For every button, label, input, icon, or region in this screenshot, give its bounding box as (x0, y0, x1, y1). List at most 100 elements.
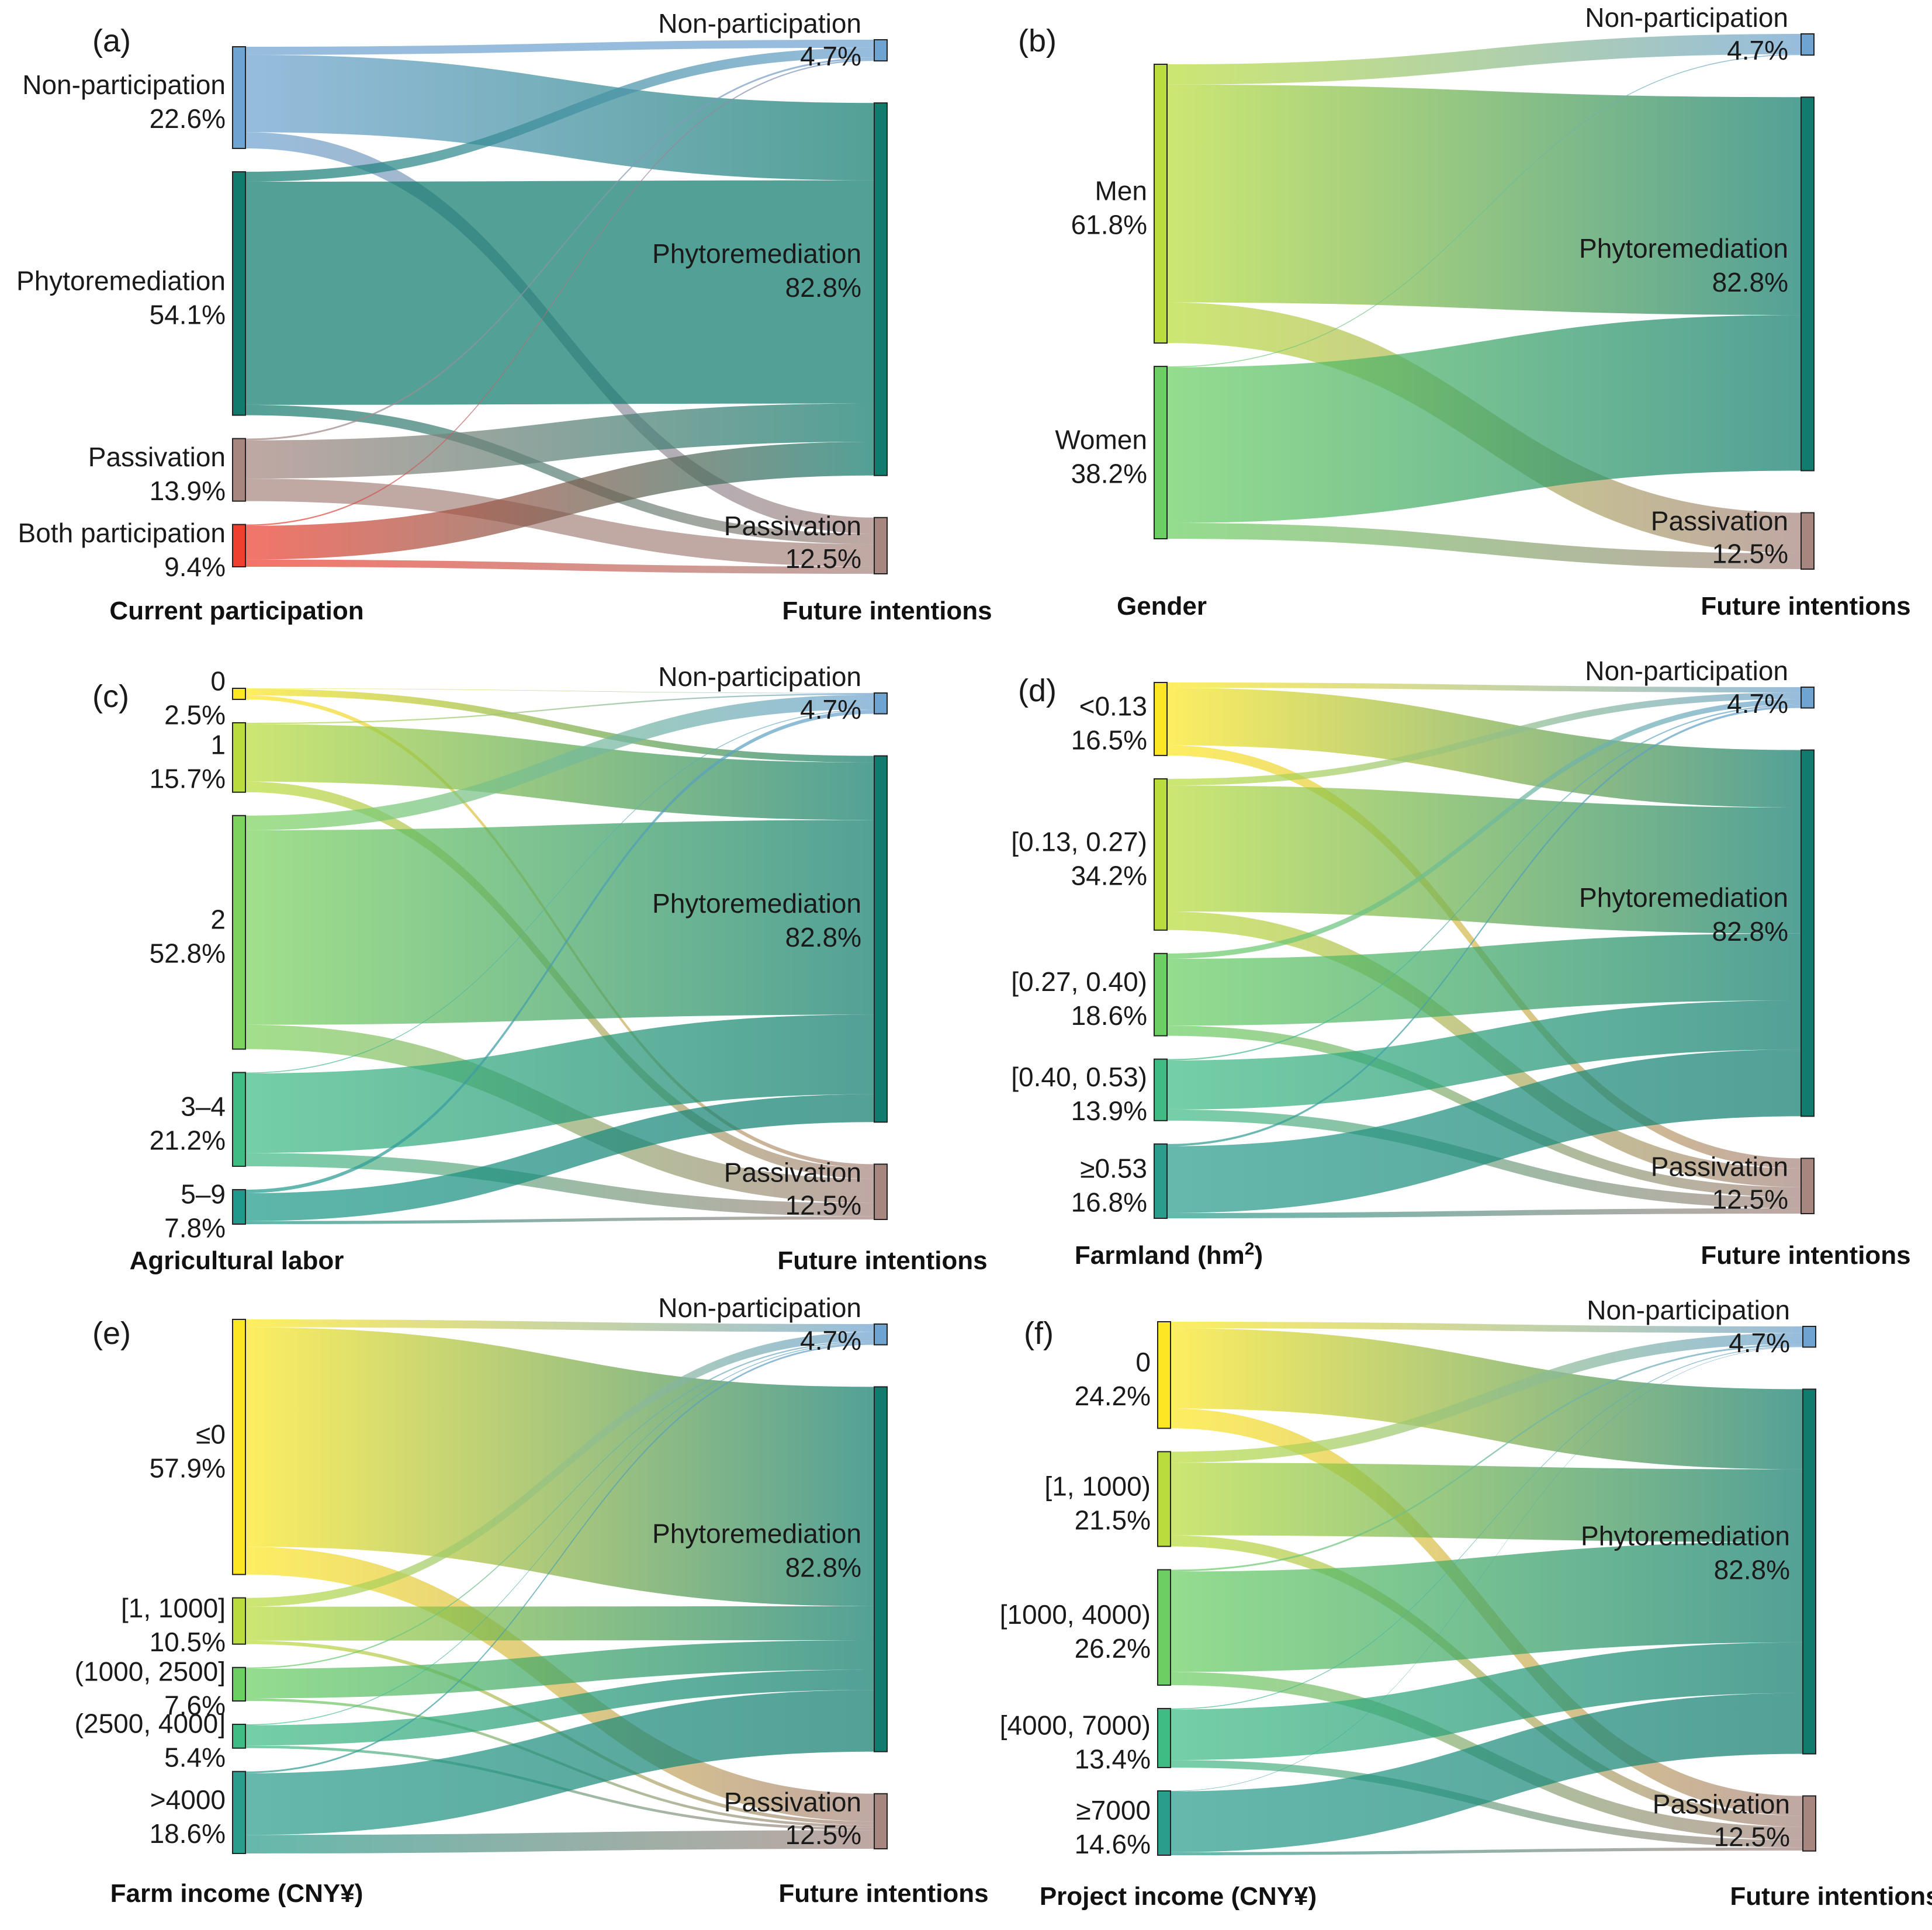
source-node-name: [1, 1000] (121, 1593, 226, 1623)
source-axis-title: Agricultural labor (130, 1246, 344, 1275)
source-node-bar (232, 1319, 246, 1575)
flow-3-to-0 (1167, 704, 1801, 1061)
source-node-pct: 22.6% (150, 103, 226, 134)
source-node-name: <0.13 (1079, 691, 1147, 721)
target-node-name: Non-participation (658, 1293, 861, 1323)
flow-4-to-0 (1171, 1346, 1803, 1792)
source-node-pct: 52.8% (150, 938, 226, 969)
target-node-pct: 12.5% (785, 543, 861, 574)
source-node-name: 5–9 (181, 1179, 226, 1209)
source-axis-title: Project income (CNY¥) (1040, 1882, 1317, 1911)
target-node-bar (1802, 1388, 1816, 1755)
target-node-pct: 12.5% (785, 1820, 861, 1850)
target-node-bar (874, 1386, 888, 1752)
source-node-pct: 7.6% (164, 1690, 226, 1720)
target-node-name: Phytoremediation (652, 888, 861, 919)
source-node-pct: 21.2% (150, 1125, 226, 1156)
panel-letter: (c) (92, 679, 129, 714)
source-node-pct: 2.5% (164, 699, 226, 730)
source-axis-title: Farm income (CNY¥) (110, 1879, 363, 1908)
source-node-bar (1157, 1451, 1171, 1547)
source-node-name: Passivation (88, 442, 226, 472)
panel-letter: (d) (1018, 673, 1057, 708)
target-node-pct: 12.5% (1712, 539, 1788, 569)
target-node-pct: 82.8% (785, 922, 861, 952)
target-node-bar (874, 755, 888, 1123)
source-axis-title: Farmland (hm2) (1075, 1239, 1263, 1270)
flow-4-to-0 (245, 1343, 874, 1773)
target-node-name: Passivation (1651, 1151, 1788, 1181)
source-node-bar (232, 1072, 246, 1167)
source-node-bar (1157, 1569, 1171, 1686)
source-node-name: 1 (210, 729, 226, 760)
target-node-pct: 82.8% (1712, 267, 1788, 297)
source-node-pct: 21.5% (1075, 1505, 1151, 1535)
target-node-name: Phytoremediation (652, 1519, 861, 1549)
target-axis-title: Future intentions (782, 597, 992, 625)
flow-0-to-0 (1171, 1322, 1803, 1333)
source-node-pct: 7.8% (164, 1212, 226, 1243)
flow-2-to-0 (245, 1340, 874, 1669)
source-node-name: [1, 1000) (1044, 1471, 1151, 1501)
target-node-name: Passivation (724, 1157, 861, 1187)
source-node-bar (1154, 64, 1168, 344)
flow-0-to-2 (245, 1547, 874, 1822)
target-node-bar (1801, 687, 1815, 709)
source-axis-title: Gender (1117, 592, 1207, 621)
source-node-name: ≥7000 (1076, 1795, 1151, 1825)
source-node-pct: 16.8% (1071, 1187, 1147, 1217)
target-axis-title: Future intentions (778, 1879, 988, 1908)
target-node-bar (874, 102, 888, 476)
flow-3-to-2 (1171, 1760, 1803, 1848)
target-node-name: Passivation (724, 1787, 861, 1817)
flow-1-to-0 (245, 47, 874, 182)
target-node-bar (874, 692, 888, 715)
flow-4-to-1 (1171, 1693, 1803, 1852)
source-node-bar (1154, 778, 1168, 931)
source-node-name: >4000 (150, 1785, 226, 1815)
source-node-name: 0 (1135, 1347, 1151, 1377)
flows (1171, 1322, 1803, 1855)
source-node-name: [0.40, 0.53) (1011, 1062, 1147, 1092)
source-node-bar (1154, 1143, 1168, 1219)
flow-0-to-0 (245, 1319, 874, 1332)
source-node-name: Phytoremediation (16, 265, 226, 296)
source-node-pct: 54.1% (150, 299, 226, 330)
source-node-pct: 18.6% (150, 1818, 226, 1849)
target-node-pct: 12.5% (1714, 1822, 1790, 1852)
flow-0-to-0 (245, 40, 874, 55)
flow-1-to-1 (1167, 315, 1801, 523)
target-node-pct: 4.7% (800, 1325, 861, 1356)
source-node-bar (232, 1666, 246, 1702)
flow-2-to-1 (1171, 1541, 1803, 1672)
panel-a: Non-participation 22.6% Phytoremediation54… (16, 8, 992, 625)
source-node-bar (232, 688, 246, 700)
source-node-bar (1157, 1790, 1171, 1856)
source-node-bar (1154, 1058, 1168, 1121)
target-node-bar (1801, 512, 1815, 570)
flow-1-to-2 (1167, 522, 1801, 569)
flow-0-to-0 (1167, 34, 1801, 85)
panel-letter: (f) (1024, 1316, 1054, 1351)
flow-0-to-1 (1167, 688, 1801, 808)
flow-0-to-0 (1167, 682, 1801, 693)
source-node-bar (232, 722, 246, 793)
source-node-bar (232, 1724, 246, 1749)
source-node-pct: 38.2% (1071, 459, 1147, 489)
source-node-bar (232, 1597, 246, 1645)
target-node-pct: 82.8% (1714, 1554, 1790, 1585)
flow-2-to-0 (1171, 1344, 1803, 1572)
target-node-bar (874, 39, 888, 62)
target-node-pct: 4.7% (1729, 1328, 1790, 1358)
target-node-pct: 82.8% (785, 272, 861, 303)
source-node-name: [4000, 7000) (1000, 1710, 1151, 1740)
flow-4-to-0 (1167, 705, 1801, 1146)
source-node-bar (1157, 1321, 1171, 1429)
target-node-bar (1802, 1795, 1816, 1852)
target-node-pct: 12.5% (1712, 1184, 1788, 1214)
target-node-name: Non-participation (658, 8, 861, 39)
flows (245, 40, 874, 574)
source-node-bar (1154, 952, 1168, 1037)
target-node-name: Phytoremediation (1579, 233, 1788, 264)
target-node-pct: 4.7% (800, 694, 861, 725)
